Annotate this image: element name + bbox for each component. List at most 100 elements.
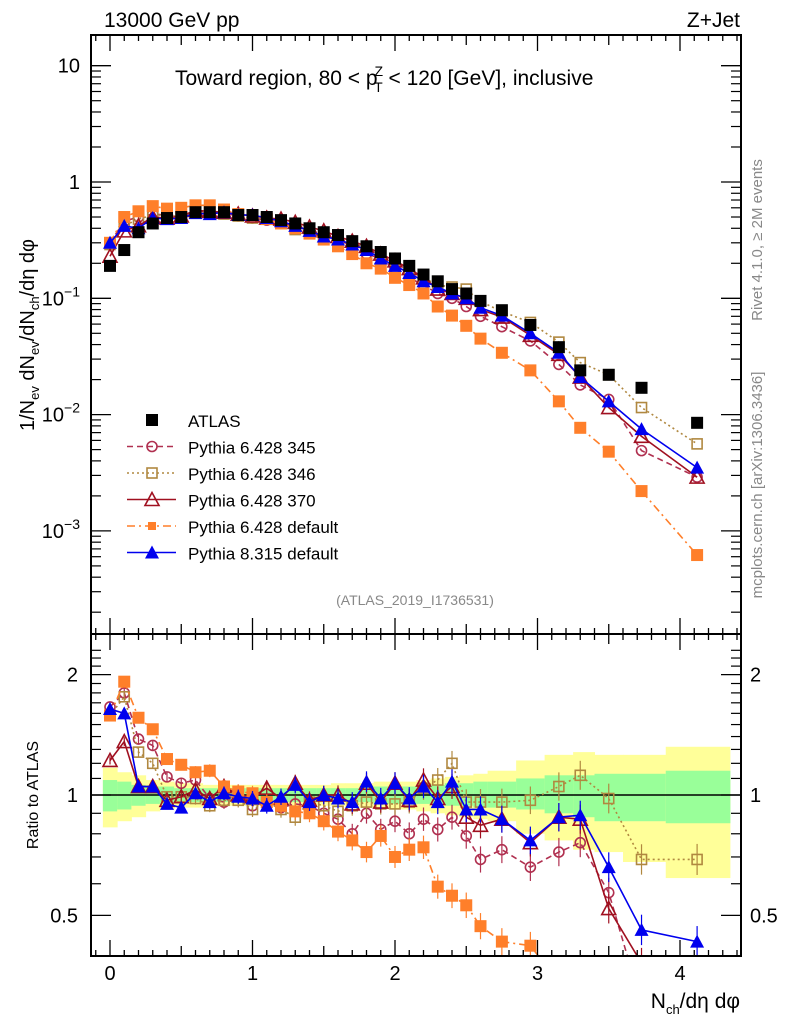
data-point xyxy=(602,368,615,381)
ratio-point xyxy=(524,939,537,952)
ratio-point xyxy=(389,815,401,828)
data-point xyxy=(635,401,648,414)
ratio-point xyxy=(217,786,231,800)
legend-marker xyxy=(145,545,159,559)
data-point xyxy=(132,226,145,239)
ratio-tick-label-right: 1 xyxy=(750,785,761,807)
band-stat xyxy=(573,775,595,818)
data-point xyxy=(118,211,131,224)
data-point xyxy=(332,229,344,242)
ratio-tick-label: 1 xyxy=(67,785,78,807)
mcplots-credit-text: mcplots.cern.ch [arXiv:1306.3436] xyxy=(749,372,766,599)
ratio-point xyxy=(472,816,489,833)
data-point xyxy=(360,257,373,270)
data-point xyxy=(446,309,458,322)
ratio-tick-label: 0.5 xyxy=(50,905,78,927)
y-tick-label: 10 xyxy=(58,56,80,78)
legend-item: Pythia 6.428 346 xyxy=(127,465,316,484)
ratio-point xyxy=(132,733,145,745)
ratio-point xyxy=(289,805,302,818)
data-point xyxy=(118,244,131,257)
data-point xyxy=(389,252,401,265)
data-point xyxy=(524,364,537,377)
ratio-point xyxy=(473,802,488,816)
y-tick-label: 1 xyxy=(69,172,80,194)
data-point xyxy=(417,287,430,300)
data-point xyxy=(161,202,173,215)
legend-marker xyxy=(146,414,158,426)
ratio-point xyxy=(131,779,146,793)
series-pythia-8-315-default xyxy=(103,205,705,474)
y-tick-label: 10−2 xyxy=(42,400,80,427)
data-point xyxy=(146,200,159,213)
data-point xyxy=(388,258,402,272)
ratio-point xyxy=(360,846,373,859)
ratio-point xyxy=(274,789,288,803)
legend-label: Pythia 8.315 default xyxy=(188,545,339,564)
data-point xyxy=(117,218,132,232)
series-line xyxy=(109,210,698,478)
ratio-point xyxy=(202,795,217,809)
data-point xyxy=(402,266,417,280)
data-point xyxy=(495,304,508,317)
ratio-point xyxy=(459,802,474,816)
ratio-point xyxy=(303,807,316,820)
ratio-point xyxy=(553,780,565,793)
ratio-point xyxy=(495,935,508,948)
ratio-point xyxy=(446,811,458,824)
data-point xyxy=(403,259,416,272)
data-point xyxy=(346,248,359,261)
data-point xyxy=(403,279,416,292)
ratio-point xyxy=(634,922,649,936)
ratio-point xyxy=(690,934,705,948)
data-point xyxy=(417,268,430,281)
ratio-point xyxy=(317,815,330,828)
ratio-point xyxy=(316,788,331,801)
analysis-id: (ATLAS_2019_I1736531) xyxy=(336,592,494,608)
x-tick-label: 1 xyxy=(247,963,258,985)
data-point xyxy=(346,235,359,248)
x-tick-label: 0 xyxy=(104,963,115,985)
ratio-point xyxy=(403,843,416,856)
ratio-point xyxy=(373,791,388,805)
axes-layer: 0 1 2 3 4 10 1 10−1 10−2 10−3 0.5 0.5 1 1 2 2 xyxy=(42,34,778,985)
ratio-series-pythia-6-428-default xyxy=(104,675,540,956)
ratio-uncertainty-bands xyxy=(91,746,741,879)
data-point xyxy=(552,341,565,354)
header-right: Z+Jet xyxy=(687,9,740,32)
data-point xyxy=(473,300,488,314)
ratio-point xyxy=(146,723,159,736)
data-point xyxy=(460,287,473,300)
ratio-point xyxy=(118,675,131,688)
ratio-line xyxy=(109,739,639,956)
data-point xyxy=(161,212,173,225)
data-point xyxy=(601,394,616,408)
ratio-point xyxy=(115,732,133,749)
series-line xyxy=(109,211,698,469)
data-point xyxy=(203,206,216,219)
x-tick-label: 4 xyxy=(674,963,685,985)
rivet-version-text: Rivet 4.1.0, ≥ 2M events xyxy=(749,159,766,321)
legend-label: Pythia 6.428 345 xyxy=(188,439,316,458)
ratio-point xyxy=(523,833,538,847)
ratio-point xyxy=(161,753,173,766)
data-point xyxy=(574,364,587,377)
data-point xyxy=(232,209,245,222)
ratio-point xyxy=(145,779,160,793)
data-point xyxy=(416,274,431,288)
ratio-point xyxy=(446,757,458,770)
ratio-point xyxy=(635,853,648,866)
data-point xyxy=(602,445,615,458)
ratio-point xyxy=(640,954,643,956)
ratio-point xyxy=(132,711,145,724)
ratio-tick-label-right: 2 xyxy=(750,665,761,687)
data-point xyxy=(691,416,704,429)
ratio-point xyxy=(388,776,402,790)
ratio-point xyxy=(146,757,159,770)
ratio-point xyxy=(600,899,618,916)
data-point xyxy=(495,346,508,359)
ratio-point xyxy=(345,795,360,809)
data-point xyxy=(690,460,705,474)
data-point xyxy=(460,319,473,332)
